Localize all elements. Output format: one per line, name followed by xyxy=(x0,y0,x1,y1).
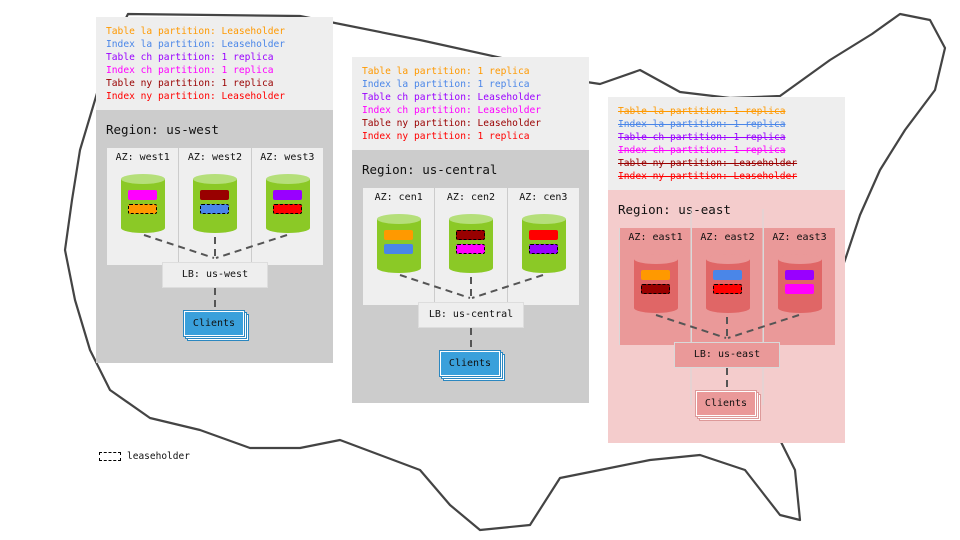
region-title: Region: us-east xyxy=(618,202,731,217)
replica-range xyxy=(200,190,230,200)
partition-status-line: Table ch partition: Leaseholder xyxy=(362,92,542,103)
partition-status-line: Index la partition: 1 replica xyxy=(362,79,530,90)
partition-status-line: Table ny partition: Leaseholder xyxy=(618,158,798,169)
partition-status-box: Table la partition: 1 replica Index la pa… xyxy=(352,57,589,150)
leaseholder-range xyxy=(641,284,670,294)
az-label: AZ: east2 xyxy=(700,232,755,243)
database-node-icon xyxy=(265,174,310,238)
database-node-icon xyxy=(634,254,678,318)
region-panel-us-west: Table la partition: Leaseholder Index la … xyxy=(96,17,333,363)
database-node-icon xyxy=(377,214,421,278)
partition-status-box: Table la partition: Leaseholder Index la … xyxy=(96,17,333,110)
partition-status-line: Table la partition: Leaseholder xyxy=(106,26,286,37)
database-node-icon xyxy=(193,174,238,238)
availability-zone: AZ: east2 xyxy=(691,228,763,345)
leaseholder-range xyxy=(713,284,742,294)
partition-status-line: Table la partition: 1 replica xyxy=(618,106,786,117)
partition-status-line: Index ch partition: 1 replica xyxy=(106,65,274,76)
az-label: AZ: west3 xyxy=(260,152,315,163)
load-balancer: LB: us-west xyxy=(162,262,268,288)
replica-range xyxy=(272,190,302,200)
replica-range xyxy=(713,270,742,280)
region-panel-us-central: Table la partition: 1 replica Index la pa… xyxy=(352,57,589,403)
availability-zone: AZ: east3 xyxy=(763,228,835,345)
partition-status-line: Index ny partition: Leaseholder xyxy=(106,91,286,102)
availability-zones: AZ: west1 AZ: west2 AZ: west3 xyxy=(107,148,323,265)
replica-range xyxy=(128,190,157,200)
region-panel-us-east: Table la partition: 1 replica Index la pa… xyxy=(608,97,845,443)
leaseholder-range xyxy=(528,244,558,254)
partition-status-line: Table la partition: 1 replica xyxy=(362,66,530,77)
database-node-icon xyxy=(449,214,494,278)
leaseholder-range xyxy=(456,244,486,254)
az-label: AZ: west2 xyxy=(187,152,243,163)
replica-range xyxy=(641,270,670,280)
availability-zone: AZ: west1 xyxy=(107,148,178,265)
az-label: AZ: cen2 xyxy=(446,192,496,203)
leaseholder-range xyxy=(128,204,157,214)
partition-status-line: Table ny partition: 1 replica xyxy=(106,78,274,89)
partition-status-box: Table la partition: 1 replica Index la pa… xyxy=(608,97,845,190)
availability-zone: AZ: west3 xyxy=(250,148,323,265)
partition-status-line: Index ch partition: 1 replica xyxy=(618,145,786,156)
clients-stack: Clients xyxy=(696,391,760,420)
legend-label: leaseholder xyxy=(127,451,190,462)
az-label: AZ: west1 xyxy=(115,152,170,163)
legend: leaseholder xyxy=(99,451,190,462)
leaseholder-swatch xyxy=(99,452,121,461)
clients-stack: Clients xyxy=(184,311,248,340)
leaseholder-range xyxy=(272,204,302,214)
availability-zone: AZ: cen3 xyxy=(506,188,579,305)
database-node-icon xyxy=(778,254,822,318)
az-label: AZ: cen1 xyxy=(374,192,423,203)
partition-status-line: Index ch partition: Leaseholder xyxy=(362,105,542,116)
leaseholder-range xyxy=(200,204,230,214)
region-title: Region: us-west xyxy=(106,122,219,137)
partition-status-line: Table ch partition: 1 replica xyxy=(106,52,274,63)
clients-label: Clients xyxy=(440,351,500,376)
replica-range xyxy=(384,230,413,240)
partition-status-line: Index la partition: Leaseholder xyxy=(106,39,286,50)
load-balancer: LB: us-central xyxy=(418,302,524,328)
replica-range xyxy=(384,244,413,254)
partition-status-line: Table ny partition: Leaseholder xyxy=(362,118,542,129)
availability-zone: AZ: cen2 xyxy=(434,188,506,305)
clients-stack: Clients xyxy=(440,351,504,380)
clients-label: Clients xyxy=(184,311,244,336)
replica-range xyxy=(785,284,814,294)
az-label: AZ: east3 xyxy=(772,232,827,243)
partition-status-line: Index ny partition: 1 replica xyxy=(362,131,530,142)
availability-zone: AZ: east1 xyxy=(619,228,691,345)
database-node-icon xyxy=(706,254,750,318)
replica-range xyxy=(528,230,558,240)
replica-range xyxy=(785,270,814,280)
clients-label: Clients xyxy=(696,391,756,416)
az-label: AZ: cen3 xyxy=(519,192,568,203)
availability-zones: AZ: cen1 AZ: cen2 AZ: cen3 xyxy=(363,188,579,305)
load-balancer: LB: us-east xyxy=(674,342,780,368)
availability-zones: AZ: east1 AZ: east2 AZ: east3 xyxy=(619,228,835,345)
database-node-icon xyxy=(121,174,165,238)
availability-zone: AZ: west2 xyxy=(178,148,250,265)
partition-status-line: Index la partition: 1 replica xyxy=(618,119,786,130)
database-node-icon xyxy=(521,214,566,278)
partition-status-line: Index ny partition: Leaseholder xyxy=(618,171,798,182)
partition-status-line: Table ch partition: 1 replica xyxy=(618,132,786,143)
availability-zone: AZ: cen1 xyxy=(363,188,434,305)
az-label: AZ: east1 xyxy=(628,232,683,243)
region-title: Region: us-central xyxy=(362,162,498,177)
leaseholder-range xyxy=(456,230,486,240)
